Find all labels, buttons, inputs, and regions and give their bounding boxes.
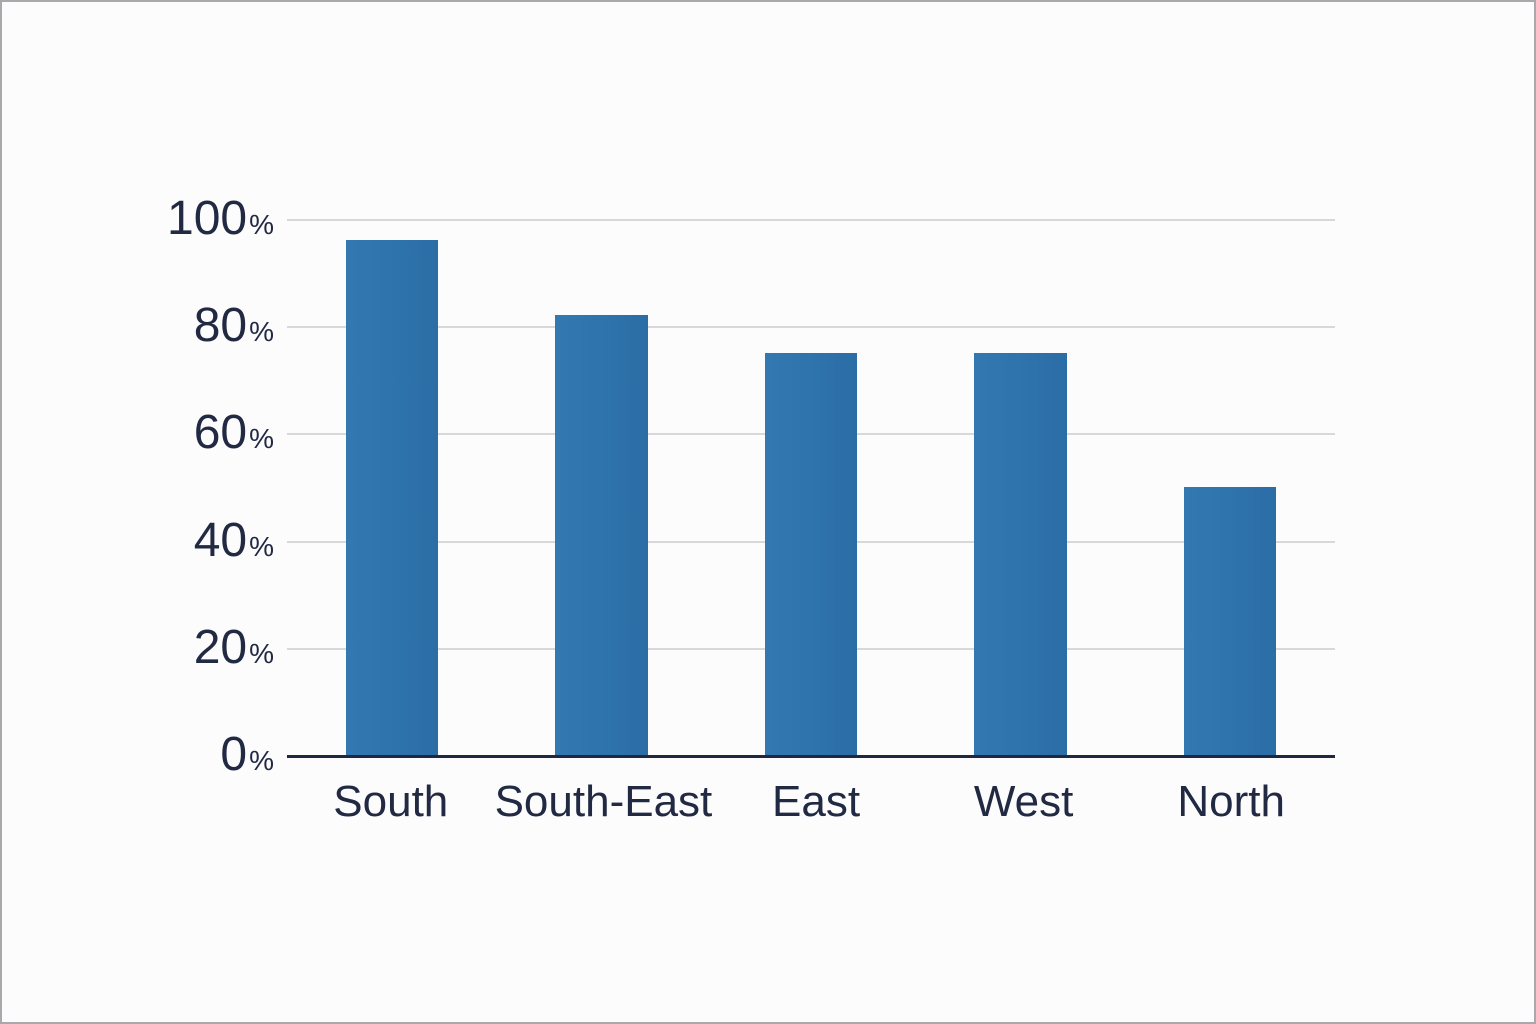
percent-suffix: % bbox=[249, 637, 274, 669]
bar-north bbox=[1184, 487, 1277, 755]
y-tick-value: 60 bbox=[193, 406, 248, 460]
plot-area bbox=[287, 219, 1335, 758]
y-tick-label-80: 80% bbox=[194, 302, 274, 350]
bar-south bbox=[345, 240, 438, 755]
y-tick-value: 0 bbox=[220, 728, 248, 781]
y-tick-label-60: 60% bbox=[194, 409, 274, 457]
x-label-south-east: South-East bbox=[494, 777, 713, 826]
bars-layer bbox=[287, 219, 1335, 755]
y-tick-label-0: 0% bbox=[220, 731, 274, 779]
x-axis-category-labels: South South-East East West North bbox=[287, 776, 1335, 829]
percent-suffix: % bbox=[249, 530, 274, 562]
y-tick-label-40: 40% bbox=[193, 513, 274, 567]
y-tick-value: 40 bbox=[193, 513, 248, 567]
gridline-100 bbox=[287, 219, 1335, 221]
bar-slot-north bbox=[1125, 219, 1335, 755]
y-tick-label-100: 100% bbox=[167, 195, 274, 243]
bar-slot-east bbox=[706, 219, 916, 755]
x-label-north: North bbox=[1177, 777, 1285, 826]
bar-west bbox=[974, 353, 1067, 755]
x-label-south: South bbox=[333, 777, 449, 826]
percent-suffix: % bbox=[249, 316, 274, 348]
x-label-west: West bbox=[973, 777, 1074, 826]
bar-south-east bbox=[555, 315, 648, 755]
bar-east bbox=[764, 353, 858, 755]
x-label-east: East bbox=[772, 777, 861, 826]
y-tick-value: 80 bbox=[193, 299, 248, 353]
gridline-80 bbox=[287, 326, 1335, 329]
percent-suffix: % bbox=[249, 423, 274, 455]
y-axis-tick-labels: 100% 80% 60% 40% 20% 0% bbox=[2, 195, 274, 779]
percent-suffix: % bbox=[249, 209, 274, 240]
y-tick-value: 100 bbox=[167, 192, 248, 245]
bar-slot-west bbox=[916, 219, 1126, 755]
bar-slot-south-east bbox=[497, 219, 707, 755]
bar-slot-south bbox=[287, 219, 497, 755]
percent-suffix: % bbox=[249, 745, 274, 776]
y-tick-value: 20 bbox=[193, 620, 248, 674]
y-tick-label-20: 20% bbox=[193, 620, 274, 674]
